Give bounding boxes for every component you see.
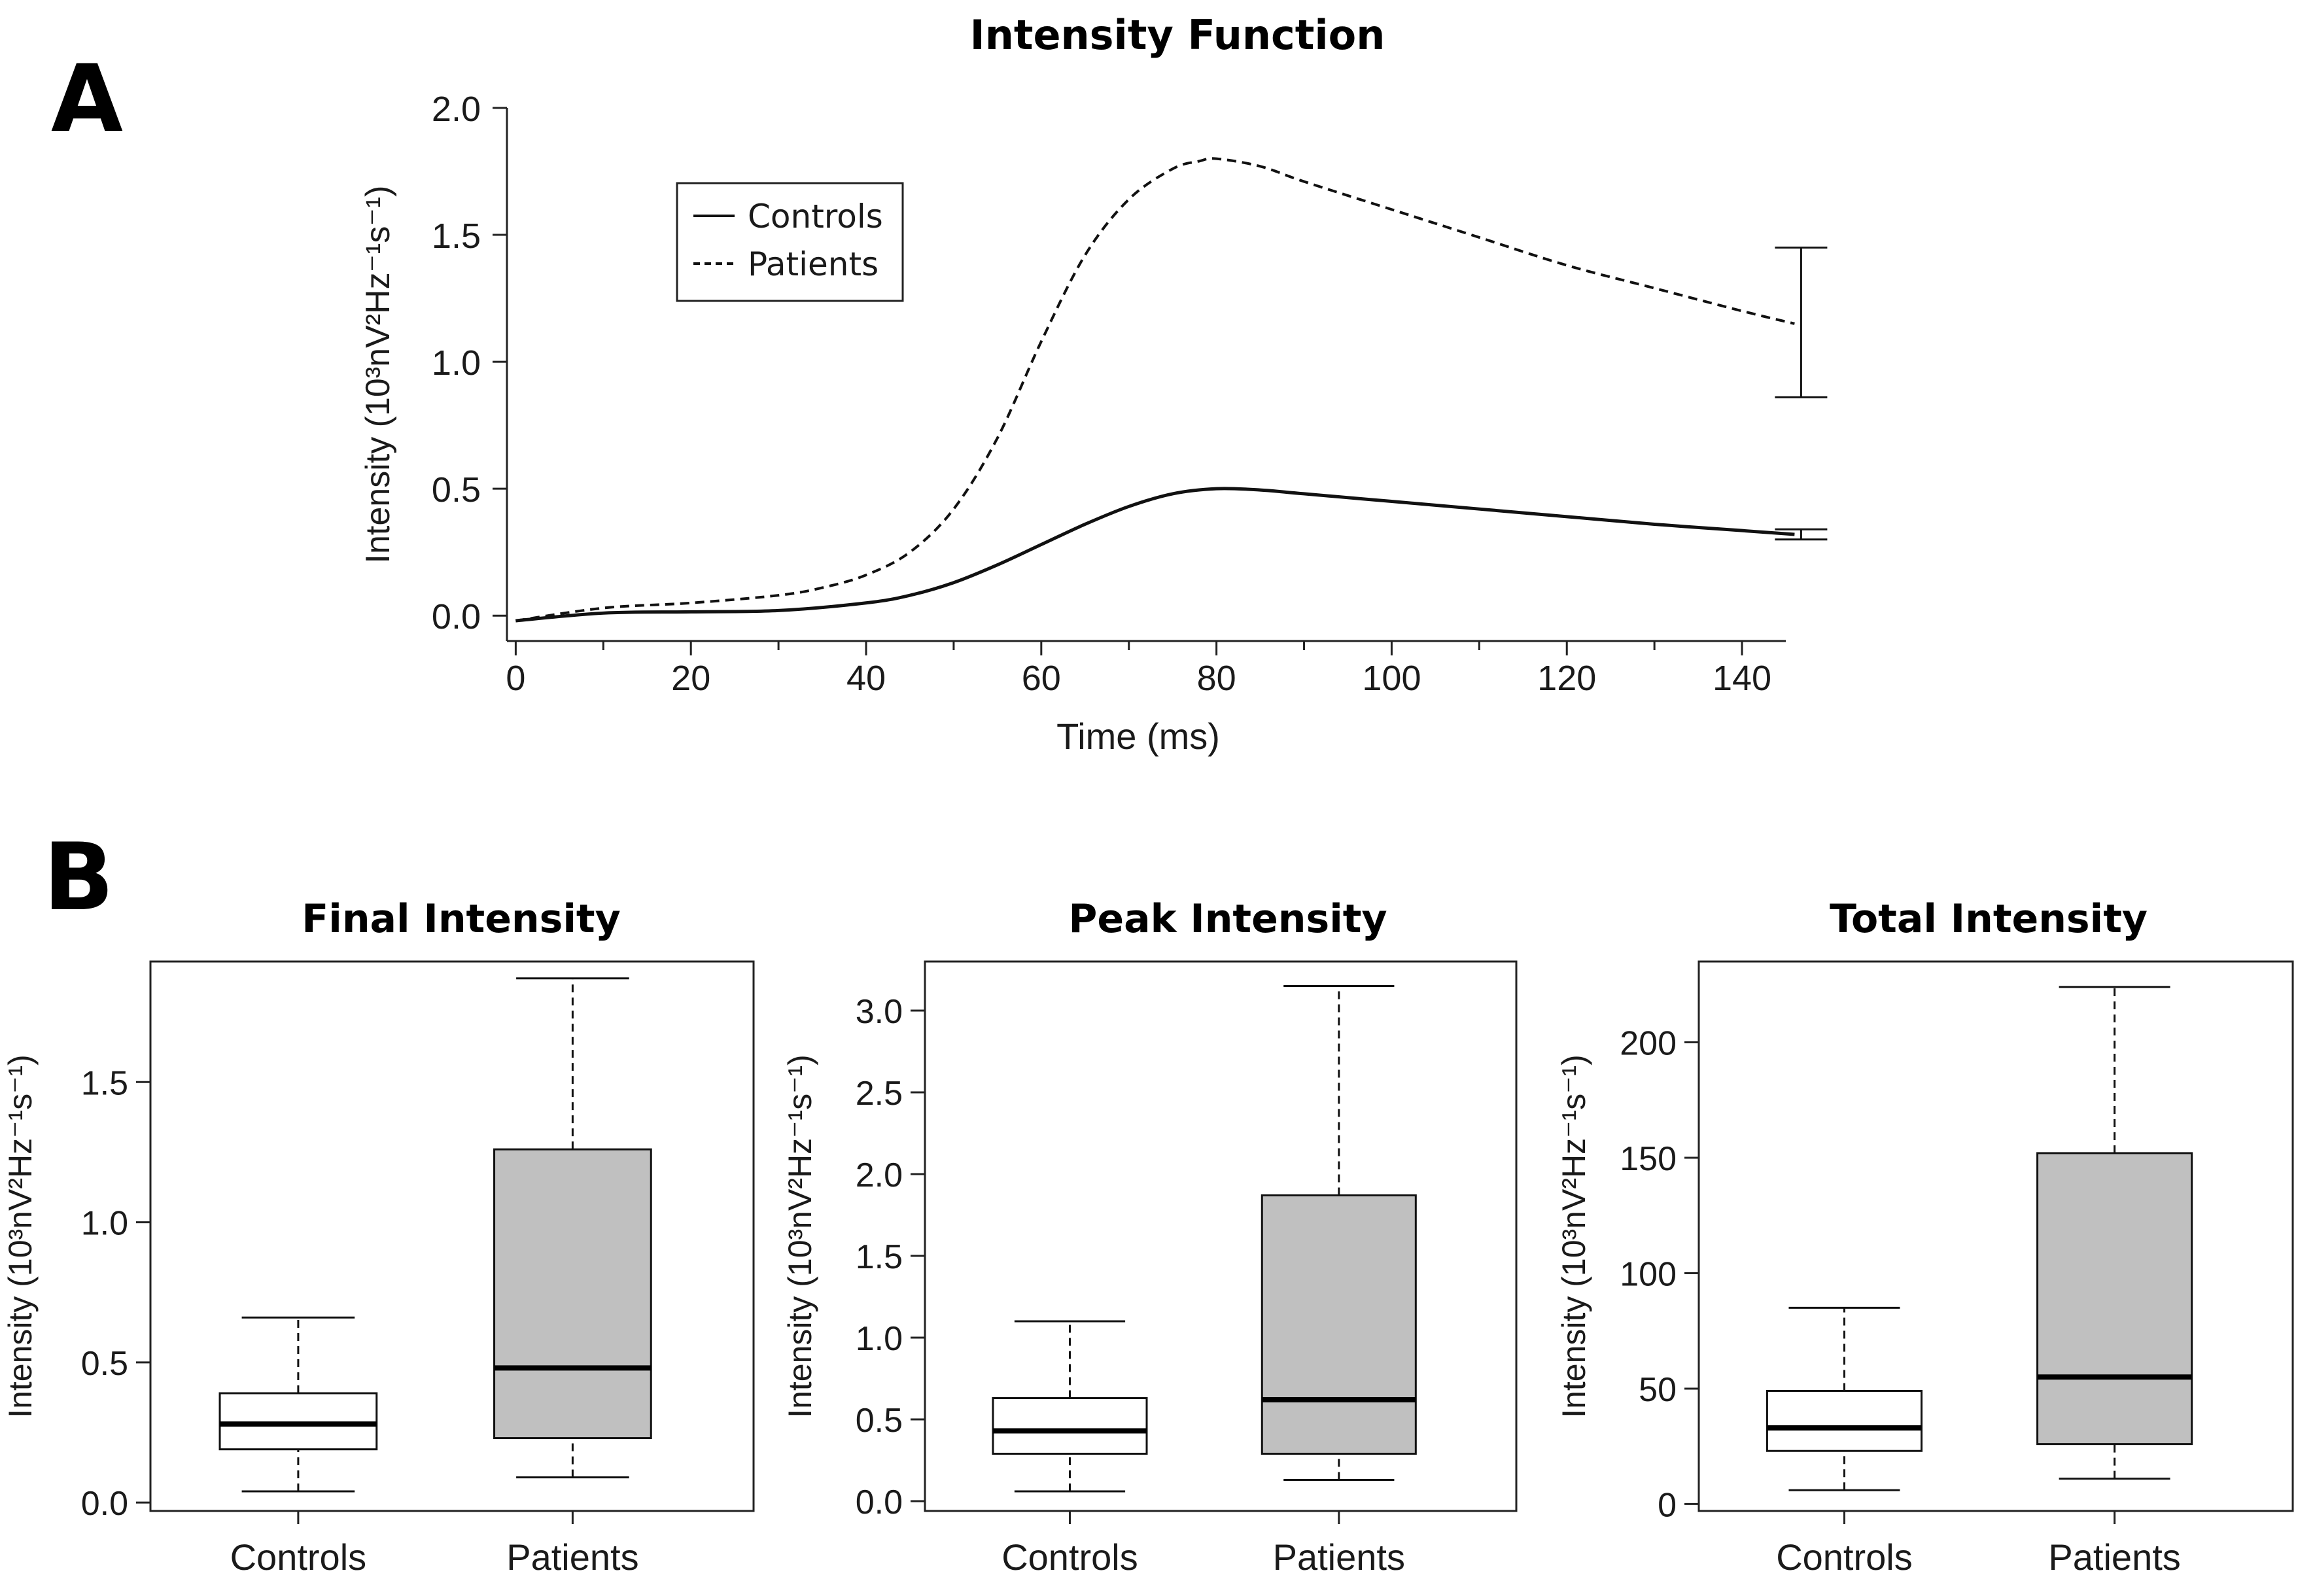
x-tick-label: 80 [1197, 659, 1236, 698]
y-tick-label: 0.5 [856, 1402, 903, 1440]
legend-label-patients: Patients [748, 245, 879, 283]
y-axis-label: Intensity (10³nV²Hz⁻¹s⁻¹) [2, 1054, 39, 1418]
chart-title: Total Intensity [1830, 896, 2148, 942]
x-tick-label: 120 [1537, 659, 1596, 698]
y-tick-label: 1.0 [432, 343, 481, 383]
chart-title: Intensity Function [970, 11, 1385, 59]
x-tick-label: Patients [506, 1536, 638, 1578]
y-axis-label: Intensity (10³nV²Hz⁻¹s⁻¹) [1556, 1054, 1592, 1418]
controls-line [515, 487, 1795, 623]
x-tick-label: 60 [1022, 659, 1061, 698]
y-tick-label: 50 [1639, 1371, 1677, 1409]
y-tick-label: 1.5 [432, 217, 481, 256]
controls-box [992, 1397, 1148, 1455]
controls-box [218, 1392, 378, 1451]
x-tick-label: Controls [230, 1536, 367, 1578]
legend-label-controls: Controls [748, 198, 883, 235]
patients-line [515, 157, 1795, 622]
controls-box [1766, 1389, 1923, 1452]
y-tick-label: 150 [1620, 1140, 1677, 1178]
patients-box [493, 1148, 652, 1440]
y-tick-label: 0.0 [81, 1485, 128, 1523]
plot-frame [1697, 960, 2294, 1512]
y-tick-label: 1.5 [856, 1238, 903, 1276]
y-axis-label: Intensity (10³nV²Hz⁻¹s⁻¹) [782, 1054, 818, 1418]
patients-box [1261, 1194, 1417, 1455]
y-tick-label: 0.5 [81, 1345, 128, 1383]
final-intensity-boxplot: Final Intensity 0.0 0.5 1.0 1.5 Intensity (10… [2, 896, 755, 1578]
plot-frame [149, 960, 755, 1512]
x-axis-label: Time (ms) [1056, 716, 1220, 757]
y-tick-label: 2.0 [856, 1156, 903, 1194]
peak-intensity-boxplot: Peak Intensity 0.0 0.5 1.0 1.5 2.0 2.5 3.0 Inten… [782, 896, 1518, 1578]
y-tick-label: 0.0 [432, 597, 481, 636]
y-tick-label: 0.0 [856, 1483, 903, 1521]
y-axis-label: Intensity (10³nV²Hz⁻¹s⁻¹) [359, 186, 397, 564]
y-tick-label: 200 [1620, 1025, 1677, 1063]
x-tick-label: 20 [671, 659, 710, 698]
y-tick-label: 1.5 [81, 1064, 128, 1102]
legend: Controls Patients [676, 182, 904, 302]
y-tick-label: 0 [1658, 1486, 1677, 1524]
x-tick-label: 0 [506, 659, 525, 698]
intensity-function-chart: Intensity Function 0.0 0.5 1.0 1.5 2.0 0 20 40 60… [359, 11, 1828, 757]
total-intensity-boxplot: Total Intensity 0 50 100 150 200 Intensity (10… [1556, 896, 2294, 1578]
y-tick-label: 3.0 [856, 993, 903, 1031]
patients-box [2036, 1152, 2193, 1446]
y-tick-label: 2.0 [432, 90, 481, 129]
legend-box [676, 182, 904, 302]
x-tick-label: 40 [846, 659, 886, 698]
plot-frame [924, 960, 1518, 1512]
chart-title: Final Intensity [302, 896, 620, 942]
x-tick-label: Patients [2048, 1536, 2180, 1578]
y-tick-label: 1.0 [81, 1205, 128, 1243]
y-tick-label: 1.0 [856, 1320, 903, 1358]
x-tick-label: Controls [1001, 1536, 1138, 1578]
y-tick-label: 2.5 [856, 1075, 903, 1113]
y-tick-label: 100 [1620, 1255, 1677, 1293]
x-tick-label: 140 [1713, 659, 1771, 698]
x-tick-label: 100 [1362, 659, 1421, 698]
chart-title: Peak Intensity [1068, 896, 1387, 942]
panel-label-b: B [43, 824, 114, 931]
x-tick-label: Controls [1776, 1536, 1913, 1578]
panel-label-a: A [51, 45, 123, 153]
y-tick-label: 0.5 [432, 470, 481, 510]
x-tick-label: Patients [1273, 1536, 1405, 1578]
